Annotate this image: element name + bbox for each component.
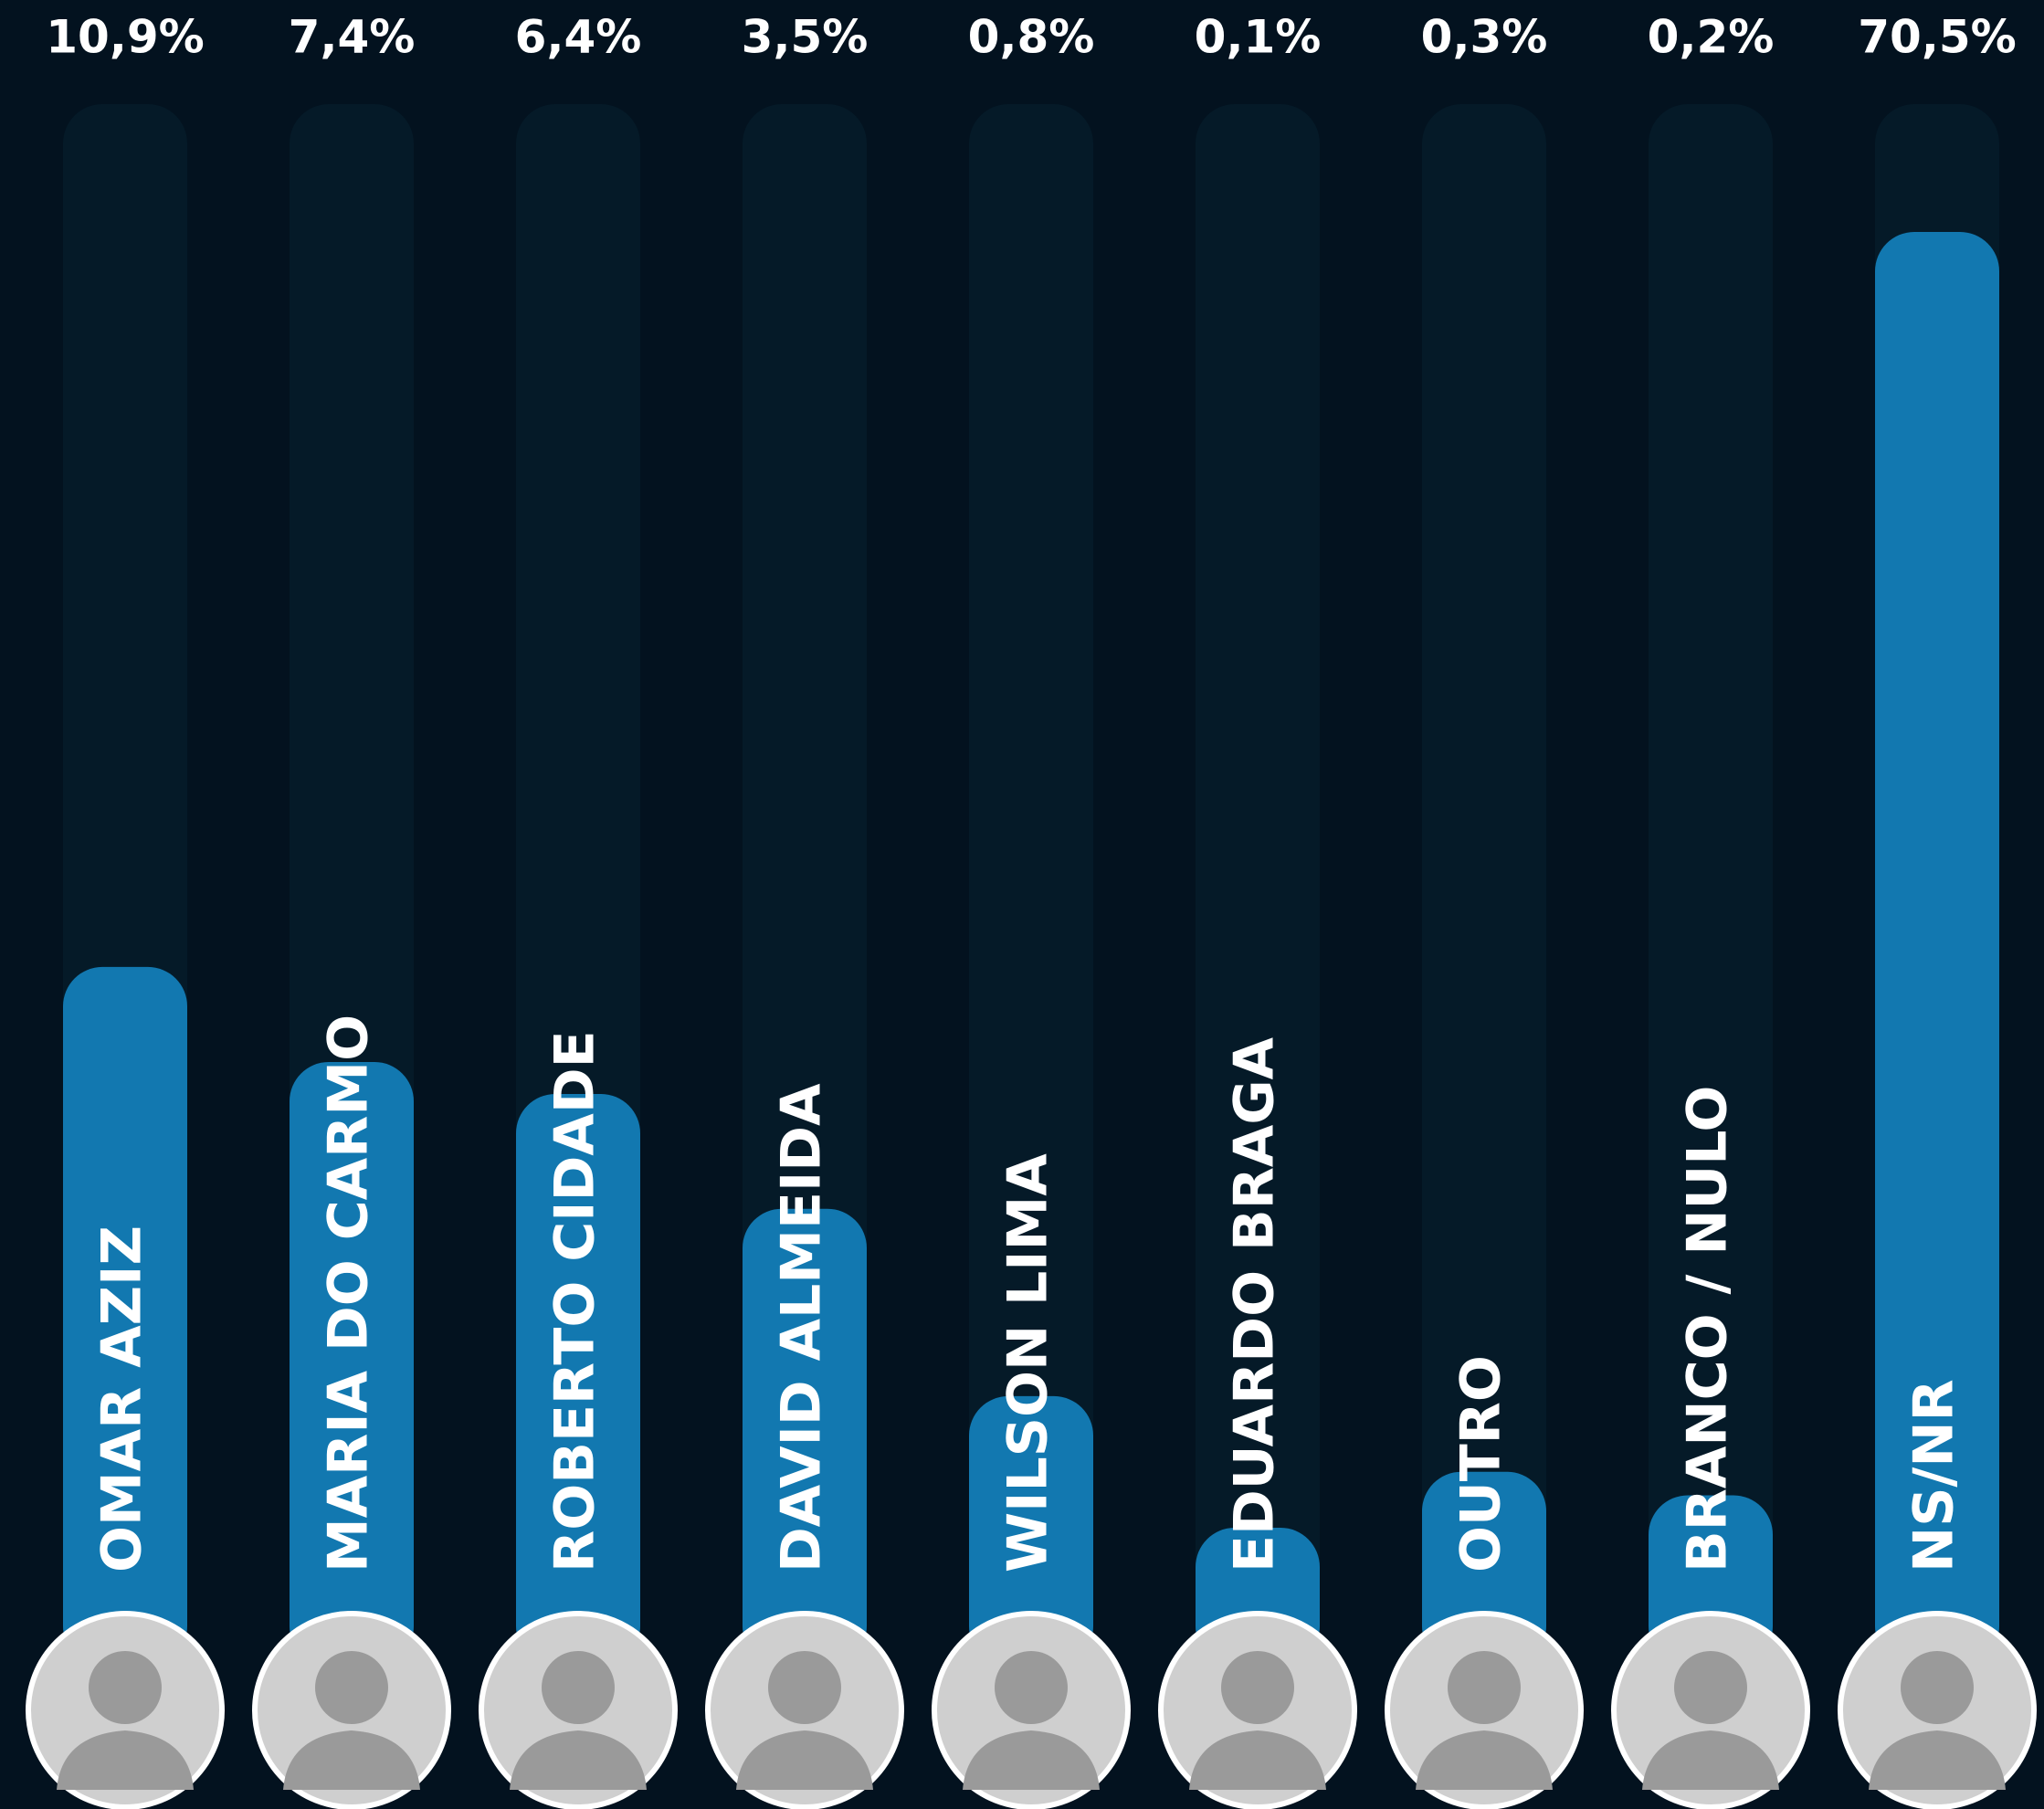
avatar xyxy=(479,1611,678,1809)
avatar-body xyxy=(283,1730,420,1790)
avatar-body xyxy=(1189,1730,1326,1790)
value-label: 70,5% xyxy=(1858,11,2016,64)
avatar-head xyxy=(1901,1651,1974,1724)
category-label: NS/NR xyxy=(1902,1379,1966,1572)
value-label: 0,1% xyxy=(1195,11,1322,64)
bar-track xyxy=(969,104,1093,1666)
avatar-body xyxy=(510,1730,647,1790)
category-label: EDUARDO BRAGA xyxy=(1223,1036,1287,1572)
avatar-body xyxy=(57,1730,194,1790)
value-label: 6,4% xyxy=(515,11,642,64)
avatar xyxy=(1838,1611,2037,1809)
bar xyxy=(290,1061,414,1666)
category-label: MARIA DO CARMO xyxy=(317,1015,381,1572)
avatar-head xyxy=(315,1651,388,1724)
bar-track xyxy=(1649,104,1773,1666)
bars xyxy=(63,232,1999,1666)
avatar xyxy=(1385,1611,1584,1809)
value-label: 0,2% xyxy=(1648,11,1775,64)
value-label: 0,8% xyxy=(968,11,1095,64)
bar xyxy=(516,1094,640,1666)
avatar xyxy=(1611,1611,1810,1809)
bar xyxy=(1875,232,1999,1666)
avatar-head xyxy=(1448,1651,1521,1724)
avatar xyxy=(932,1611,1131,1809)
avatar xyxy=(26,1611,225,1809)
value-label: 3,5% xyxy=(742,11,869,64)
avatar-head xyxy=(768,1651,841,1724)
avatar xyxy=(705,1611,904,1809)
value-label: 7,4% xyxy=(289,11,416,64)
category-label: OMAR AZIZ xyxy=(90,1225,154,1572)
bar xyxy=(743,1208,867,1666)
avatar xyxy=(252,1611,451,1809)
value-label: 10,9% xyxy=(46,11,204,64)
category-label: BRANCO / NULO xyxy=(1676,1086,1740,1572)
category-label: WILSON LIMA xyxy=(996,1153,1060,1572)
avatar xyxy=(1158,1611,1357,1809)
avatar-body xyxy=(736,1730,873,1790)
category-label: ROBERTO CIDADE xyxy=(543,1030,607,1572)
category-label: OUTRO xyxy=(1449,1355,1513,1572)
avatar-body xyxy=(1416,1730,1553,1790)
avatar-body xyxy=(1642,1730,1779,1790)
bar xyxy=(63,966,187,1666)
avatar-head xyxy=(542,1651,615,1724)
avatar-body xyxy=(963,1730,1100,1790)
labels: 10,9% OMAR AZIZ 7,4% MARIA DO CARMO 6,4% ROBE… xyxy=(46,11,2016,1573)
avatar-head xyxy=(1674,1651,1747,1724)
avatar-body xyxy=(1869,1730,2006,1790)
bar-track xyxy=(1422,104,1546,1666)
bar-track xyxy=(1196,104,1320,1666)
value-label: 0,3% xyxy=(1421,11,1548,64)
bar xyxy=(969,1395,1093,1666)
avatar-head xyxy=(1221,1651,1294,1724)
category-label: DAVID ALMEIDA xyxy=(770,1083,834,1572)
avatars xyxy=(26,1611,2037,1809)
avatar-head xyxy=(995,1651,1068,1724)
avatar-head xyxy=(89,1651,162,1724)
